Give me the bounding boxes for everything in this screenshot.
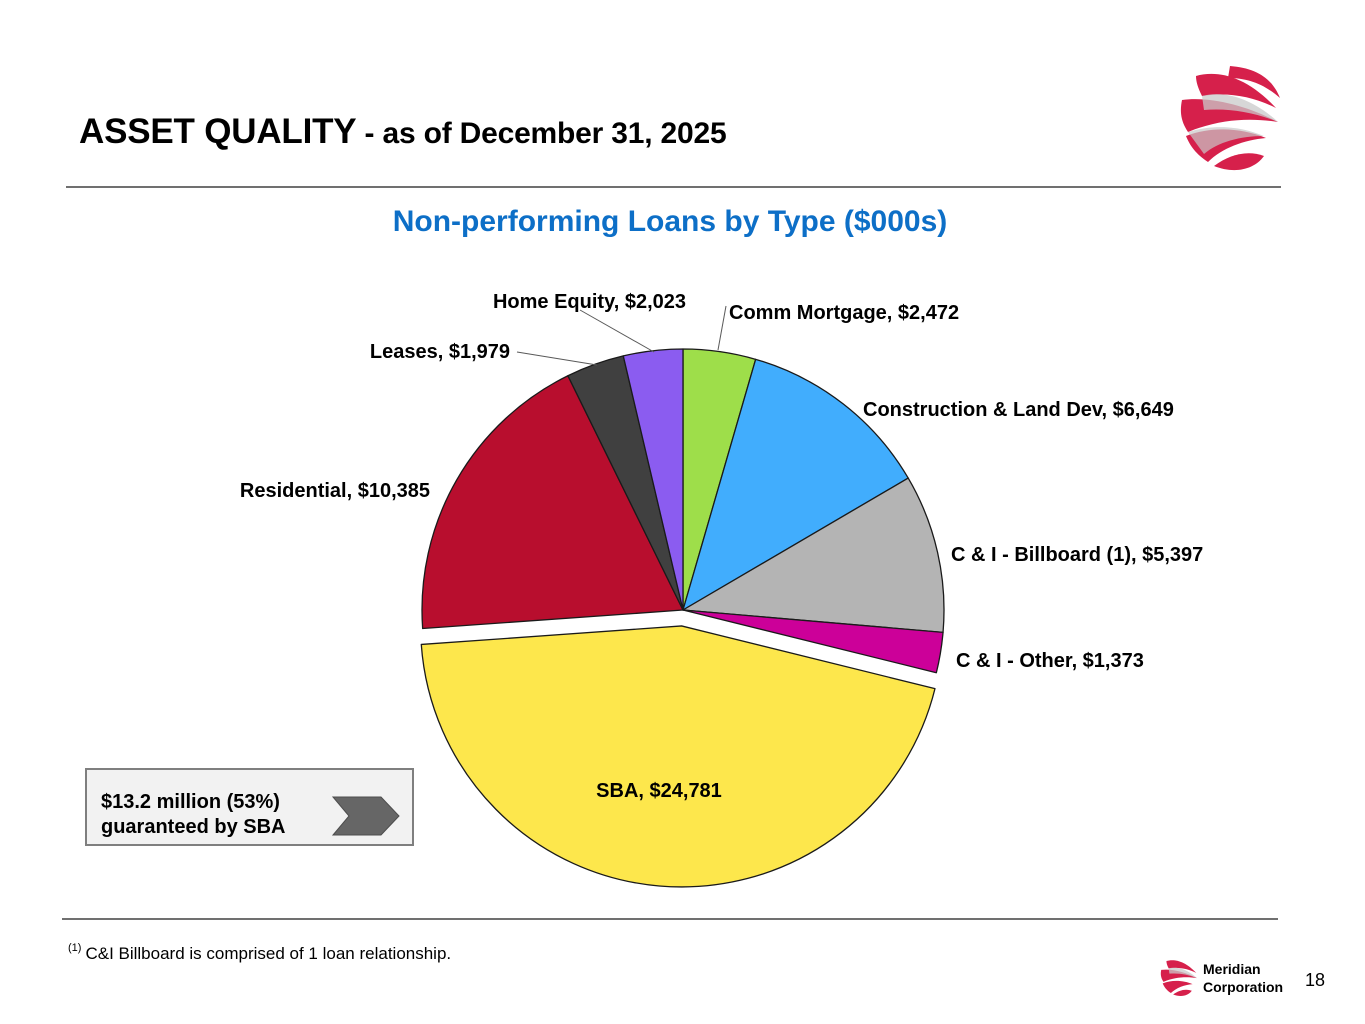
leader-line-comm-mortgage (717, 305, 727, 351)
company-name: Meridian Corporation (1203, 960, 1283, 996)
pie-slice-c-i-billboard-1 (682, 477, 945, 634)
slice-label-comm-mortgage: Comm Mortgage, $2,472 (729, 302, 959, 324)
callout-line-1: $13.2 million (53%) (101, 791, 280, 813)
pie-slice-home-equity (622, 348, 684, 611)
sba-guarantee-callout: $13.2 million (53%) guaranteed by SBA (85, 768, 414, 846)
title-main: ASSET QUALITY (79, 112, 357, 151)
page-title: ASSET QUALITY - as of December 31, 2025 (79, 112, 727, 152)
slice-label-sba: SBA, $24,781 (596, 780, 722, 802)
chevron-arrow-icon (331, 796, 400, 836)
company-logo-icon (1180, 66, 1280, 171)
chart-title: Non-performing Loans by Type ($000s) (392, 205, 948, 238)
pie-slice-residential (421, 375, 684, 630)
slice-label-ci-billboard: C & I - Billboard (1), $5,397 (951, 544, 1203, 566)
footnote-text: C&I Billboard is comprised of 1 loan rel… (85, 944, 452, 963)
footnote-marker: (1) (68, 942, 82, 954)
header-divider (66, 186, 1281, 188)
callout-line-2: guaranteed by SBA (101, 816, 286, 838)
slice-label-construction-land-dev: Construction & Land Dev, $6,649 (863, 399, 1174, 421)
title-subtitle: - as of December 31, 2025 (356, 117, 727, 150)
slice-label-residential: Residential, $10,385 (240, 480, 430, 502)
footer-logo-icon (1160, 960, 1198, 997)
company-name-line-2: Corporation (1203, 979, 1284, 995)
company-name-line-1: Meridian (1203, 961, 1261, 977)
pie-slice-sba (420, 625, 936, 888)
footer-divider (62, 918, 1278, 920)
slice-label-leases: Leases, $1,979 (370, 341, 510, 363)
callout-text: $13.2 million (53%) guaranteed by SBA (101, 790, 285, 840)
footnote: (1) C&I Billboard is comprised of 1 loan … (68, 942, 452, 964)
pie-slice-construction-land-dev (682, 358, 909, 611)
leader-line-leases (516, 351, 598, 366)
page-number: 18 (1305, 970, 1326, 990)
slice-label-home-equity: Home Equity, $2,023 (493, 291, 686, 313)
leader-line-home-equity (579, 309, 655, 353)
slice-label-ci-other: C & I - Other, $1,373 (956, 650, 1144, 672)
pie-slice-c-i-other (682, 609, 944, 674)
